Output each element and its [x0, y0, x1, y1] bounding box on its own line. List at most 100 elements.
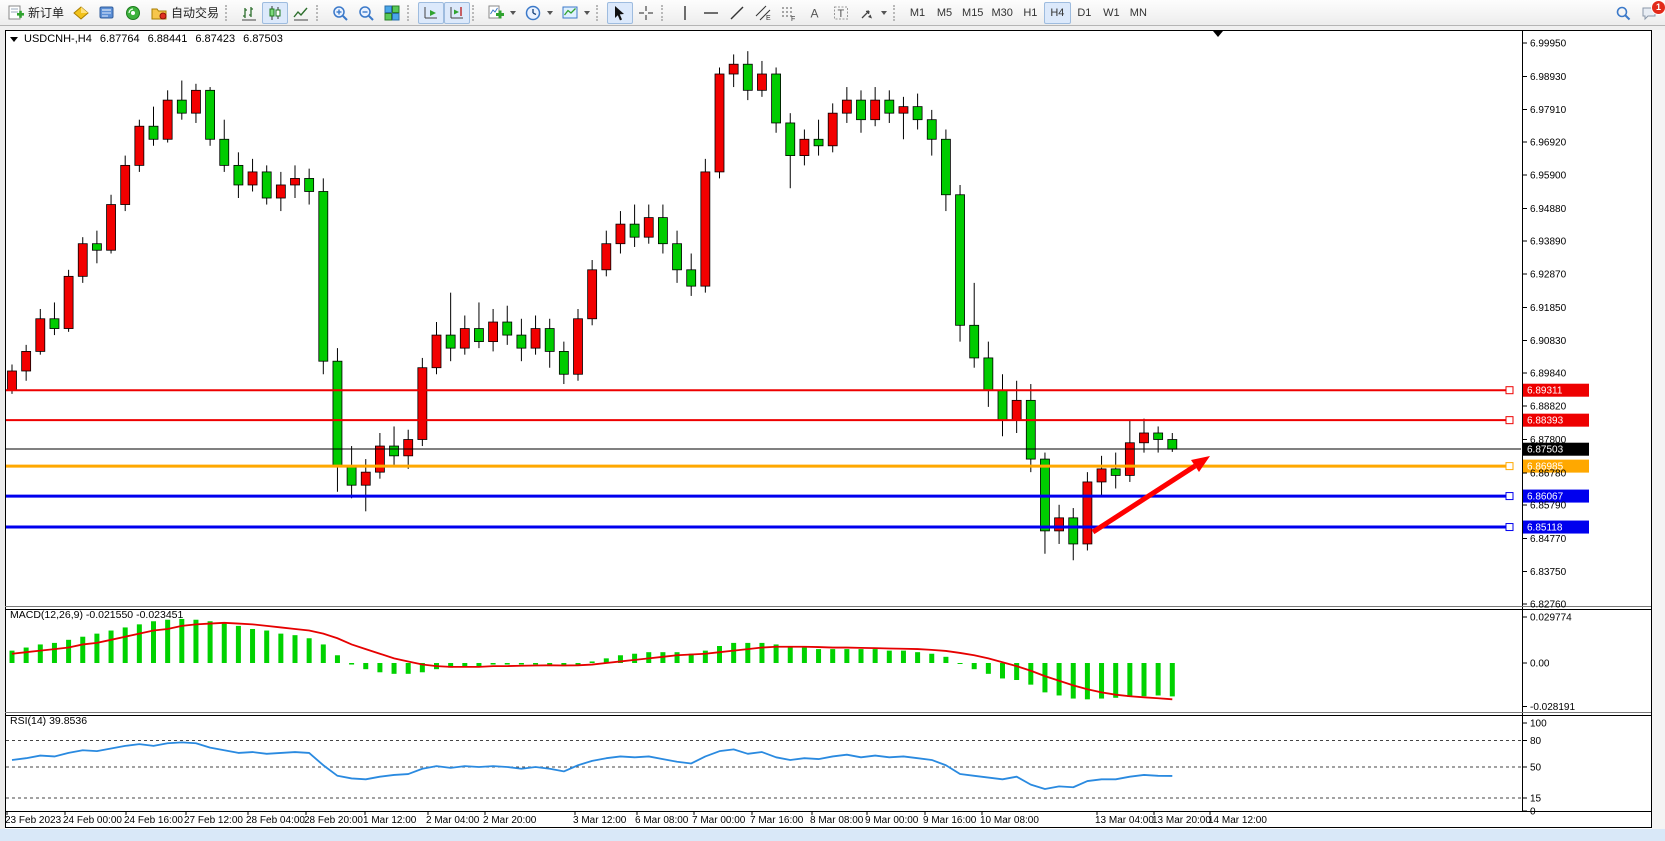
timeframe-w1[interactable]: W1: [1103, 6, 1120, 19]
svg-text:3 Mar 12:00: 3 Mar 12:00: [573, 815, 627, 826]
bar-chart-button[interactable]: [236, 2, 262, 24]
trend-arrow-annotation[interactable]: [1091, 456, 1210, 535]
svg-text:8 Mar 08:00: 8 Mar 08:00: [810, 815, 864, 826]
cursor-icon: [615, 5, 625, 20]
candle-body: [941, 138, 951, 196]
trendline-tool-button[interactable]: [724, 2, 750, 24]
level-handle[interactable]: [1505, 462, 1514, 471]
candle-body: [233, 164, 244, 186]
svg-text:6.94880: 6.94880: [1530, 204, 1567, 215]
horizontal-line-tool-button[interactable]: [698, 2, 724, 24]
candle-body: [926, 119, 937, 140]
horizontal-line-icon: [704, 11, 719, 14]
crosshair-icon: [639, 5, 654, 20]
auto-scroll-button[interactable]: [418, 1, 445, 24]
svg-text:13 Mar 04:00: 13 Mar 04:00: [1095, 815, 1154, 826]
candle-body: [1153, 432, 1164, 440]
candle-body: [445, 334, 456, 349]
price-badge: [1523, 489, 1589, 503]
svg-text:A: A: [811, 6, 819, 20]
chart-shift-button[interactable]: [444, 1, 471, 24]
timeframe-m30[interactable]: M30: [991, 6, 1013, 19]
zoom-in-button[interactable]: [327, 2, 353, 24]
svg-text:6.91850: 6.91850: [1530, 303, 1567, 314]
candlestick-chart-button[interactable]: [262, 1, 289, 24]
bottom-strip: [0, 829, 1665, 841]
arrows-tool-button[interactable]: [854, 2, 891, 24]
level-handle[interactable]: [1505, 386, 1514, 395]
zoom-out-icon: [359, 5, 374, 21]
svg-text:6.83750: 6.83750: [1530, 567, 1567, 578]
rsi-axis-labels: 100 80 50 15 0: [1522, 719, 1547, 818]
new-order-label: 新订单: [28, 6, 65, 20]
candle-body: [120, 164, 131, 205]
indicators-button[interactable]: [483, 2, 520, 24]
candle-body: [884, 99, 895, 114]
text-label-tool-button[interactable]: T: [828, 2, 854, 24]
timeframe-mn[interactable]: MN: [1129, 6, 1147, 19]
cursor-tool-button[interactable]: [607, 1, 634, 24]
svg-text:50: 50: [1530, 763, 1542, 774]
ohlc-open: 6.87764: [99, 33, 140, 45]
level-handle[interactable]: [1505, 523, 1514, 532]
candle-body: [771, 73, 781, 124]
svg-text:E: E: [766, 15, 771, 22]
templates-dropdown-caret: [584, 10, 591, 15]
ohlc-close: 6.87503: [243, 33, 283, 45]
equidistant-channel-tool-button[interactable]: E: [750, 2, 776, 24]
text-tool-button[interactable]: A: [802, 2, 828, 24]
candle-body: [1167, 439, 1178, 450]
candle-body: [1054, 517, 1064, 532]
candle-body: [1068, 517, 1079, 545]
metaeditor-icon: [73, 5, 89, 20]
chart-canvas[interactable]: 6.89311 6.88393 6.87503 6.86985 6.86067 6.851…: [0, 26, 1665, 841]
metaeditor-button[interactable]: [68, 2, 94, 24]
svg-text:6.97910: 6.97910: [1530, 105, 1567, 116]
autotrading-button[interactable]: 自动交易: [146, 2, 223, 24]
svg-text:6.89840: 6.89840: [1530, 368, 1567, 379]
svg-text:2 Mar 20:00: 2 Mar 20:00: [483, 815, 537, 826]
templates-button[interactable]: [557, 2, 594, 24]
level-handle[interactable]: [1505, 492, 1514, 501]
candle-body: [459, 328, 470, 349]
svg-text:24 Feb 16:00: 24 Feb 16:00: [124, 815, 183, 826]
new-order-button[interactable]: 新订单: [3, 2, 68, 24]
main-toolbar: 新订单 自动交易: [0, 0, 1665, 26]
search-button[interactable]: [1610, 2, 1636, 24]
fibonacci-tool-button[interactable]: F: [776, 2, 802, 24]
equidistant-channel-icon: E: [755, 5, 771, 22]
rsi-indicator-label: RSI(14) 39.8536: [10, 715, 88, 727]
macd-signal-line: [11, 621, 1173, 701]
timeframe-h1[interactable]: H1: [1023, 6, 1038, 19]
candle-body: [813, 138, 824, 147]
timeframe-m1[interactable]: M1: [909, 6, 926, 19]
tile-windows-button[interactable]: [379, 2, 405, 24]
line-chart-button[interactable]: [288, 2, 314, 24]
candle-body: [700, 171, 711, 287]
timeframe-m15[interactable]: M15: [962, 6, 984, 19]
symbol-expand-icon[interactable]: [10, 36, 18, 42]
candle-body: [898, 106, 909, 114]
chart-shift-marker: [1213, 31, 1223, 37]
level-handle[interactable]: [1505, 416, 1514, 425]
candle-body: [955, 194, 965, 326]
candle-body: [205, 89, 216, 140]
line-chart-icon: [293, 7, 309, 20]
timeframe-d1[interactable]: D1: [1077, 6, 1092, 19]
timeframe-h4[interactable]: H4: [1043, 1, 1071, 24]
svg-text:6.86985: 6.86985: [1527, 462, 1564, 473]
timeframe-m5[interactable]: M5: [936, 6, 953, 19]
svg-text:6 Mar 08:00: 6 Mar 08:00: [635, 815, 689, 826]
signals-button[interactable]: [120, 2, 146, 24]
candle-body: [714, 73, 725, 173]
crosshair-tool-button[interactable]: [633, 2, 659, 24]
periods-button[interactable]: [520, 2, 557, 24]
vertical-line-tool-button[interactable]: [672, 2, 698, 24]
svg-text:6.85118: 6.85118: [1527, 523, 1563, 534]
candle-body: [332, 360, 343, 467]
chat-button[interactable]: 1: [1636, 0, 1665, 24]
candle-body: [63, 275, 74, 329]
zoom-out-button[interactable]: [353, 2, 379, 24]
market-watch-button[interactable]: [94, 2, 120, 24]
text-label-icon: T: [834, 6, 849, 20]
